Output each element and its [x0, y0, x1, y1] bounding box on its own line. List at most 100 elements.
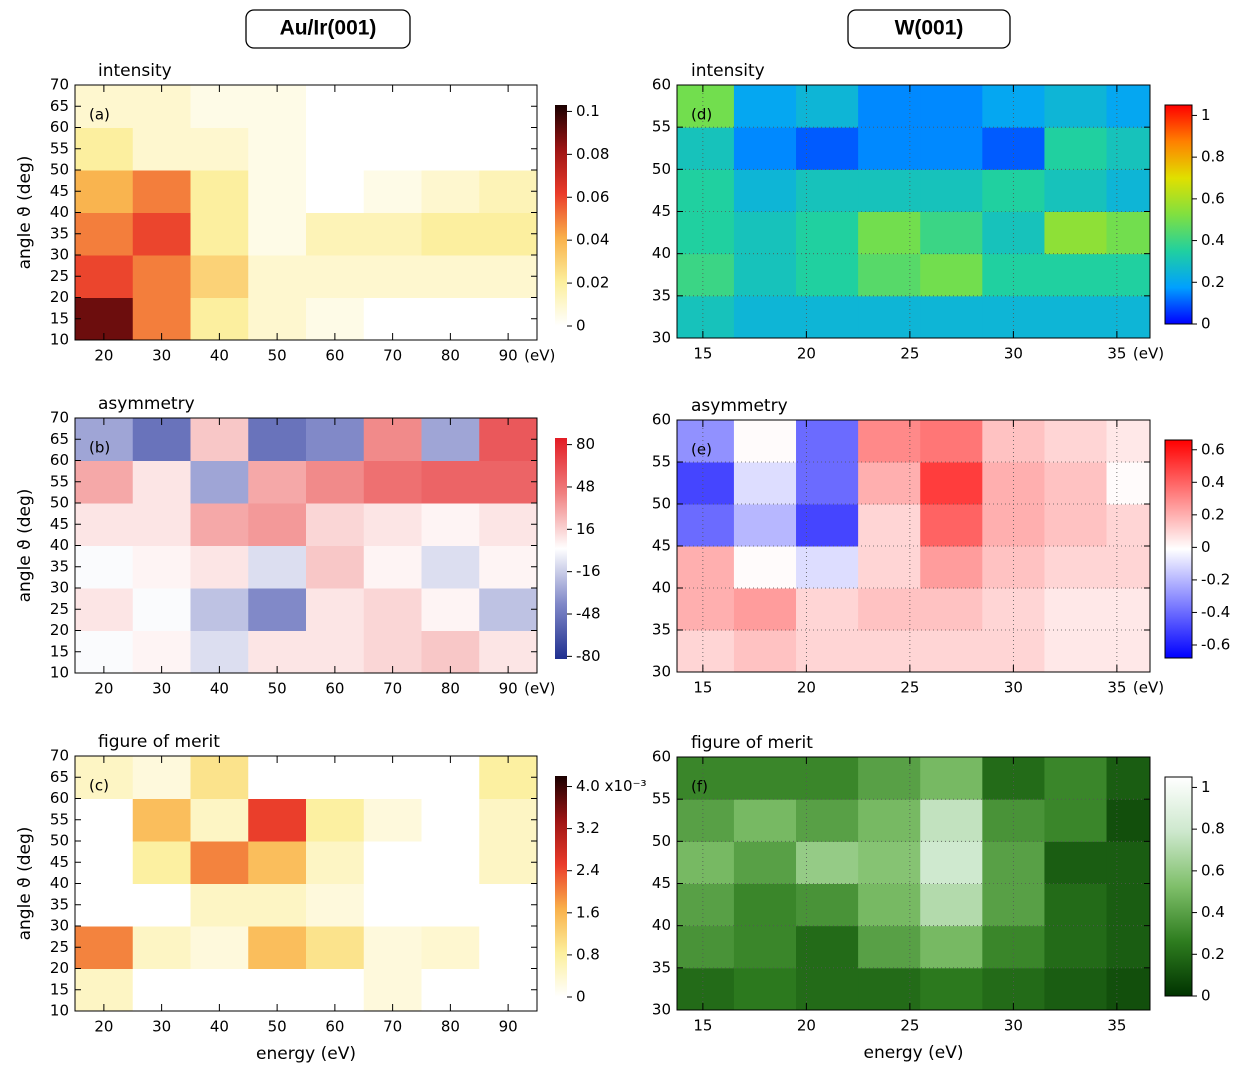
heatmap-cell — [677, 420, 735, 463]
heatmap-cell — [75, 297, 134, 340]
heatmap-cell — [363, 588, 422, 631]
colorbar-tick-label: 0 — [576, 988, 586, 1006]
y-tick-label: 50 — [652, 495, 671, 513]
heatmap-cell — [982, 420, 1045, 463]
heatmap-cell — [132, 756, 191, 799]
panel-title: figure of merit — [98, 732, 220, 752]
heatmap-cell — [363, 170, 422, 213]
colorbar-tick-label: 0.06 — [576, 188, 609, 206]
heatmap-cell — [1044, 841, 1108, 884]
heatmap-cell — [858, 546, 921, 589]
y-tick-label: 20 — [50, 288, 69, 306]
y-tick-label: 50 — [652, 832, 671, 850]
y-tick-label: 35 — [50, 557, 69, 575]
heatmap-cell — [363, 85, 422, 128]
heatmap-cell — [190, 212, 249, 256]
y-tick-label: 10 — [50, 331, 69, 349]
heatmap-cell — [306, 841, 365, 884]
y-axis-label: angle ϑ (deg) — [15, 489, 35, 603]
x-tick-label: 20 — [94, 347, 113, 365]
y-tick-label: 50 — [50, 832, 69, 850]
heatmap-cell — [479, 503, 537, 546]
y-tick-label: 30 — [50, 579, 69, 597]
heatmap-cell — [421, 127, 480, 171]
heatmap-cell — [858, 799, 921, 842]
heatmap-cell — [75, 545, 134, 589]
colorbar-tick-label: -0.6 — [1201, 635, 1230, 653]
heatmap — [75, 85, 537, 340]
heatmap-cell — [677, 85, 735, 128]
colorbar-tick-label: 0.2 — [1201, 945, 1225, 963]
y-tick-label: 45 — [50, 853, 69, 871]
heatmap-cell — [306, 968, 365, 1011]
heatmap-cell — [733, 211, 797, 255]
heatmap-cell — [1106, 925, 1150, 969]
heatmap-cell — [306, 926, 365, 969]
heatmap-cell — [248, 212, 307, 256]
heatmap-cell — [858, 85, 921, 128]
colorbar-tick-label: 0.08 — [576, 145, 609, 163]
heatmap-cell — [677, 504, 735, 547]
heatmap-cell — [796, 127, 859, 170]
heatmap-cell — [248, 756, 307, 799]
heatmap-cell — [306, 297, 365, 340]
colorbar-tick-label: 0.6 — [1201, 440, 1225, 458]
heatmap-cell — [479, 127, 537, 171]
heatmap-cell — [1044, 883, 1108, 927]
heatmap-cell — [248, 883, 307, 927]
heatmap-cell — [421, 968, 480, 1011]
x-unit: (eV) — [524, 347, 555, 365]
x-tick-label: 60 — [325, 680, 344, 698]
heatmap-cell — [1106, 546, 1150, 589]
heatmap-cell — [421, 85, 480, 128]
colorbar-tick-label: 3.2 — [576, 819, 600, 837]
heatmap-cell — [132, 588, 191, 631]
heatmap-cell — [306, 545, 365, 589]
heatmap-cell — [1106, 757, 1150, 800]
y-tick-label: 40 — [652, 916, 671, 934]
heatmap-cell — [796, 630, 859, 672]
heatmap-cell — [75, 926, 134, 969]
heatmap-cell — [421, 460, 480, 504]
colorbar-tick-label: 0.4 — [1201, 903, 1225, 921]
heatmap-cell — [677, 883, 735, 927]
colorbar-tick-label: 0.8 — [1201, 148, 1225, 166]
y-tick-label: 65 — [50, 97, 69, 115]
heatmap-cell — [920, 295, 983, 338]
heatmap-cell — [306, 588, 365, 631]
heatmap-cell — [190, 926, 249, 969]
heatmap-cell — [733, 841, 797, 884]
y-tick-label: 25 — [50, 600, 69, 618]
heatmap-cell — [1106, 883, 1150, 927]
y-tick-label: 45 — [652, 537, 671, 555]
colorbar-tick-label: 0.2 — [1201, 273, 1225, 291]
colorbar — [1164, 776, 1193, 997]
x-tick-label: 20 — [797, 345, 816, 363]
header-box — [847, 9, 1011, 49]
heatmap-cell — [858, 883, 921, 927]
y-tick-label: 30 — [652, 1001, 671, 1019]
heatmap-cell — [190, 630, 249, 673]
heatmap-cell — [982, 546, 1045, 589]
colorbar-tick-label: 0 — [576, 317, 586, 335]
colorbar-tick-label: 1.6 — [576, 903, 600, 921]
heatmap-cell — [677, 757, 735, 800]
heatmap-cell — [132, 418, 191, 461]
heatmap-cell — [733, 588, 797, 631]
panel-label: (e) — [691, 441, 712, 459]
x-tick-label: 30 — [1004, 345, 1023, 363]
heatmap-cell — [421, 588, 480, 631]
y-tick-label: 60 — [652, 76, 671, 94]
heatmap-cell — [479, 841, 537, 884]
heatmap-cell — [248, 841, 307, 884]
heatmap-cell — [306, 418, 365, 461]
heatmap-cell — [1044, 462, 1108, 505]
colorbar-tick-label: 0.8 — [576, 945, 600, 963]
x-tick-label: 30 — [152, 680, 171, 698]
heatmap-cell — [677, 253, 735, 297]
heatmap-cell — [858, 462, 921, 505]
heatmap-cell — [479, 798, 537, 842]
heatmap-cell — [190, 170, 249, 213]
heatmap-cell — [132, 460, 191, 504]
